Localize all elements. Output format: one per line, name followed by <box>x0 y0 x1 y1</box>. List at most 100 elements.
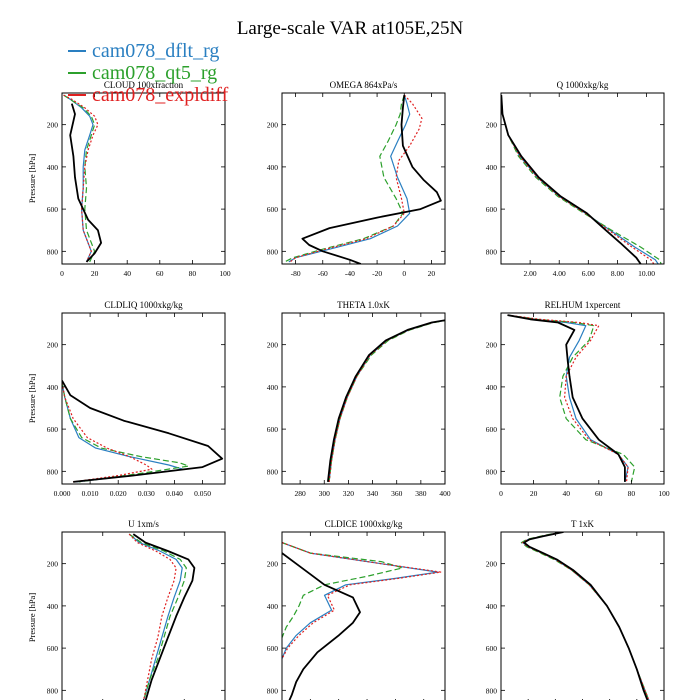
series-line-qt5 <box>282 542 404 638</box>
x-tick-label: 4.00 <box>553 269 566 278</box>
chart-panel-3: 2.00 4.00 6.00 8.00 10.00 200 400 600 800 Q 1000x… <box>486 80 665 278</box>
series-line-dflt <box>128 533 183 700</box>
plot-frame <box>61 312 226 485</box>
x-tick-label: 300 <box>319 489 331 498</box>
x-tick-label: 2.00 <box>524 269 537 278</box>
y-tick-label: 400 <box>47 163 59 172</box>
y-tick-label: 400 <box>486 163 498 172</box>
page-title: Large-scale VAR at105E,25N <box>236 18 464 39</box>
chart-panel-6: 0 20 40 60 80 100 200 400 600 800 RELHUM 1xpercent <box>486 300 670 498</box>
y-tick-label: 400 <box>486 602 498 611</box>
series-group <box>63 94 102 263</box>
chart-title: T 1xK <box>571 519 595 529</box>
y-tick-label: 400 <box>267 383 279 392</box>
series-line-dflt <box>63 94 94 263</box>
x-tick-label: 10.00 <box>638 269 655 278</box>
y-tick-label: 200 <box>267 121 279 130</box>
chart-title: U 1xm/s <box>128 519 159 529</box>
x-tick-label: 80 <box>628 489 636 498</box>
chart-panel-4: 0.000 0.010 0.020 0.030 0.040 0.050 200 400 600 8… <box>27 300 226 498</box>
x-tick-label: -40 <box>345 269 355 278</box>
y-tick-label: 600 <box>47 644 59 653</box>
y-tick-label: 200 <box>486 560 498 569</box>
y-tick-label: 800 <box>267 686 279 695</box>
chart-title: OMEGA 864xPa/s <box>330 80 398 90</box>
legend-item-expl: cam078_expldiff <box>68 84 228 106</box>
legend-item-qt5: cam078_qt5_rg <box>68 62 228 84</box>
y-tick-label: 800 <box>47 686 59 695</box>
x-tick-label: 40 <box>123 269 131 278</box>
chart-title: Q 1000xkg/kg <box>557 80 609 90</box>
x-tick-label: 340 <box>367 489 379 498</box>
x-tick-label: 40 <box>562 489 570 498</box>
x-tick-label: 320 <box>343 489 355 498</box>
series-line-expl <box>128 533 177 700</box>
series-line-qt5 <box>501 95 662 264</box>
legend-label-expl: cam078_expldiff <box>92 84 229 106</box>
x-tick-label: 6.00 <box>582 269 595 278</box>
chart-title: CLDLIQ 1000xkg/kg <box>104 300 183 310</box>
y-tick-label: 800 <box>267 467 279 476</box>
x-tick-label: 8.00 <box>611 269 624 278</box>
legend: cam078_dflt_rg cam078_qt5_rg cam078_expl… <box>68 40 228 106</box>
legend-label-dflt: cam078_dflt_rg <box>92 40 220 62</box>
series-line-qt5 <box>520 532 650 700</box>
series-group <box>62 380 224 483</box>
y-axis-label: Pressure [hPa] <box>27 374 37 424</box>
y-tick-label: 200 <box>47 121 59 130</box>
y-tick-label: 600 <box>486 205 498 214</box>
series-line-dflt <box>522 532 650 700</box>
x-tick-label: 60 <box>156 269 164 278</box>
x-tick-label: 0.000 <box>54 489 71 498</box>
x-tick-label: 80 <box>189 269 197 278</box>
series-group <box>128 533 196 700</box>
y-tick-label: 600 <box>486 425 498 434</box>
chart-title: CLOUD 100xfraction <box>104 80 184 90</box>
series-line-dflt <box>501 95 659 264</box>
series-line-obs <box>301 95 442 264</box>
x-tick-label: 60 <box>595 489 603 498</box>
x-tick-label: 0.030 <box>138 489 155 498</box>
chart-title: CLDICE 1000xkg/kg <box>325 519 403 529</box>
plot-frame <box>61 92 226 265</box>
series-line-qt5 <box>62 382 190 483</box>
series-line-obs <box>69 103 102 263</box>
x-tick-label: -20 <box>372 269 382 278</box>
x-tick-label: -60 <box>318 269 328 278</box>
legend-swatch-dflt <box>68 50 86 52</box>
series-line-obs <box>501 95 642 264</box>
x-tick-label: 20 <box>428 269 436 278</box>
x-tick-label: 360 <box>391 489 403 498</box>
series-group <box>501 95 662 264</box>
x-tick-label: 0.020 <box>110 489 127 498</box>
series-group <box>507 314 636 483</box>
y-tick-label: 800 <box>486 686 498 695</box>
chart-panel-9: 180200220240260280300200400600800T 1xK <box>486 519 665 700</box>
series-line-expl <box>501 95 655 264</box>
y-tick-label: 200 <box>47 560 59 569</box>
y-tick-label: 400 <box>267 602 279 611</box>
series-line-dflt <box>288 94 411 263</box>
x-tick-label: 20 <box>530 489 538 498</box>
x-tick-label: 400 <box>439 489 451 498</box>
chart-panel-1: 0 20 40 60 80 100 200 400 600 800 CLOUD 100xfracti… <box>27 80 231 278</box>
series-line-obs <box>327 319 445 483</box>
y-tick-label: 600 <box>267 205 279 214</box>
y-tick-label: 200 <box>47 341 59 350</box>
x-tick-label: 0.050 <box>194 489 211 498</box>
y-axis-label: Pressure [hPa] <box>27 154 37 204</box>
chart-panel-2: -80 -60 -40 -20 0 20 200 400 600 800 OMEGA 864xPa/… <box>267 80 446 278</box>
series-line-qt5 <box>284 94 405 263</box>
plot-frame <box>281 312 446 485</box>
series-line-obs <box>282 552 361 700</box>
series-line-qt5 <box>128 533 187 700</box>
y-axis-label: Pressure [hPa] <box>27 593 37 643</box>
series-line-qt5 <box>328 320 445 482</box>
series-line-expl <box>507 314 629 482</box>
x-tick-label: 100 <box>658 489 670 498</box>
x-tick-label: 0 <box>402 269 406 278</box>
y-tick-label: 200 <box>486 341 498 350</box>
x-tick-label: 20 <box>91 269 99 278</box>
y-tick-label: 600 <box>47 205 59 214</box>
